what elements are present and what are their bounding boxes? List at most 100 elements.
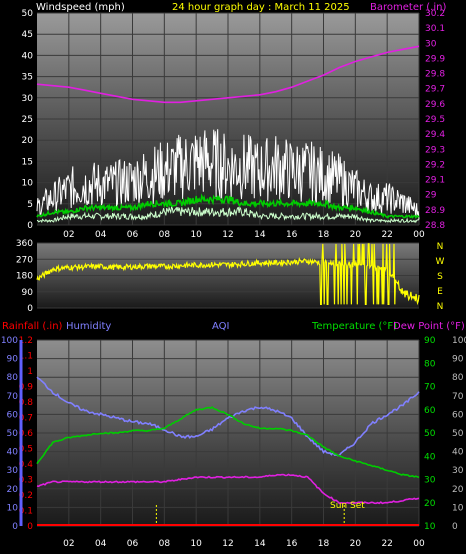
- rainfall-tick-label: 0: [27, 522, 33, 532]
- climate-x-tick-label: 02: [63, 539, 74, 549]
- climate-x-tick-label: 00: [413, 539, 425, 549]
- barometer-tick-label: 30.2: [425, 9, 445, 19]
- climate-x-tick-label: 10: [190, 539, 202, 549]
- wind-x-tick-label: 12: [222, 230, 233, 240]
- wind-x-tick-label: 02: [63, 230, 74, 240]
- outer-right-tick-label: 10: [452, 503, 464, 513]
- outer-right-tick-label: 100: [452, 336, 466, 346]
- outer-right-tick-label: 50: [452, 429, 464, 439]
- barometer-tick-label: 29.3: [425, 145, 445, 155]
- barometer-header: Barometer (.in): [370, 2, 446, 13]
- rainfall-header: Rainfall (.in): [2, 321, 63, 332]
- outer-right-tick-label: 90: [452, 355, 464, 365]
- wind-gust-series: [36, 129, 420, 220]
- axes: 0510152025303540455028.828.92929.129.229…: [1, 9, 466, 549]
- temperature-tick-label: 50: [424, 429, 436, 439]
- climate-x-tick-label: 14: [254, 539, 266, 549]
- sunset-annotation: Sun Set: [330, 501, 365, 511]
- temperature-tick-label: 20: [424, 499, 436, 509]
- barometer-tick-label: 29.9: [425, 54, 445, 64]
- humidity-tick-label: 0: [12, 522, 18, 532]
- climate-x-tick-label: 22: [381, 539, 392, 549]
- barometer-tick-label: 29.2: [425, 160, 445, 170]
- humidity-tick-label: 80: [7, 373, 19, 383]
- barometer-tick-label: 29.7: [425, 85, 445, 95]
- wind-tick-label: 35: [22, 73, 33, 83]
- temperature-header: Temperature (°F): [311, 321, 397, 332]
- climate-x-tick-label: 08: [159, 539, 171, 549]
- temperature-tick-label: 30: [424, 476, 436, 486]
- humidity-tick-label: 100: [1, 336, 18, 346]
- barometer-tick-label: 30.1: [425, 24, 445, 34]
- wind-tick-label: 15: [22, 157, 33, 167]
- humidity-series: [36, 376, 420, 457]
- wind-x-tick-label: 10: [190, 230, 202, 240]
- wind-tick-label: 30: [22, 94, 34, 104]
- wind-x-tick-label: 04: [95, 230, 107, 240]
- climate-x-tick-label: 12: [222, 539, 233, 549]
- direction-tick-label: 90: [22, 288, 34, 298]
- compass-label-w: W: [436, 257, 445, 267]
- barometer-tick-label: 29.6: [425, 100, 445, 110]
- wind-x-tick-label: 06: [127, 230, 139, 240]
- rainfall-tick-label: 0.3: [19, 476, 33, 486]
- humidity-tick-label: 60: [7, 410, 19, 420]
- windspeed-header: Windspeed (mph): [36, 2, 125, 13]
- rainfall-tick-label: 0.6: [19, 429, 34, 439]
- rainfall-tick-label: 1: [27, 367, 33, 377]
- wind-tick-label: 5: [27, 200, 33, 210]
- data-series: [36, 45, 420, 526]
- barometer-tick-label: 28.8: [425, 221, 445, 231]
- rainfall-tick-label: 0.5: [19, 445, 33, 455]
- direction-tick-label: 180: [16, 272, 33, 282]
- temperature-tick-label: 80: [424, 359, 436, 369]
- compass-label-s: S: [437, 272, 443, 282]
- climate-x-tick-label: 18: [318, 539, 330, 549]
- barometer-tick-label: 29.8: [425, 70, 445, 80]
- outer-right-tick-label: 20: [452, 485, 464, 495]
- humidity-tick-label: 40: [7, 448, 19, 458]
- humidity-tick-label: 50: [7, 429, 19, 439]
- outer-right-tick-label: 40: [452, 448, 464, 458]
- rainfall-tick-label: 0.1: [19, 507, 33, 517]
- rainfall-tick-label: 0.4: [19, 460, 34, 470]
- wind-tick-label: 45: [22, 30, 33, 40]
- wind-x-tick-label: 22: [381, 230, 392, 240]
- wind-low-series: [36, 205, 420, 224]
- wind-x-tick-label: 14: [254, 230, 266, 240]
- graph-date-title: 24 hour graph day : March 11 2025: [172, 2, 350, 13]
- rainfall-tick-label: 1.1: [19, 352, 33, 362]
- climate-x-tick-label: 06: [127, 539, 139, 549]
- outer-right-tick-label: 0: [452, 522, 458, 532]
- wind-x-tick-label: 16: [286, 230, 298, 240]
- outer-right-tick-label: 60: [452, 410, 464, 420]
- barometer-series: [36, 45, 420, 104]
- humidity-tick-label: 20: [7, 485, 19, 495]
- wind-x-tick-label: 20: [350, 230, 362, 240]
- wind-x-tick-label: 18: [318, 230, 330, 240]
- temperature-tick-label: 10: [424, 522, 436, 532]
- outer-right-tick-label: 80: [452, 373, 464, 383]
- barometer-tick-label: 29.1: [425, 176, 445, 186]
- wind-avg-series: [36, 193, 420, 219]
- temperature-series: [36, 406, 420, 479]
- compass-label-n: N: [437, 242, 444, 252]
- direction-tick-label: 0: [27, 304, 33, 314]
- barometer-tick-label: 29: [425, 191, 437, 201]
- humidity-header: Humidity: [66, 321, 111, 332]
- temperature-tick-label: 70: [424, 383, 436, 393]
- wind-x-tick-label: 08: [159, 230, 171, 240]
- humidity-tick-label: 30: [7, 466, 19, 476]
- dewpoint-series: [36, 473, 420, 505]
- barometer-tick-label: 29.5: [425, 115, 445, 125]
- rainfall-tick-label: 0.9: [19, 383, 34, 393]
- compass-label-n: N: [437, 302, 444, 312]
- wind-x-tick-label: 00: [413, 230, 425, 240]
- direction-tick-label: 270: [16, 255, 33, 265]
- climate-x-tick-label: 20: [350, 539, 362, 549]
- climate-x-tick-label: 16: [286, 539, 298, 549]
- rainfall-tick-label: 1.2: [19, 336, 33, 346]
- barometer-tick-label: 30: [425, 39, 437, 49]
